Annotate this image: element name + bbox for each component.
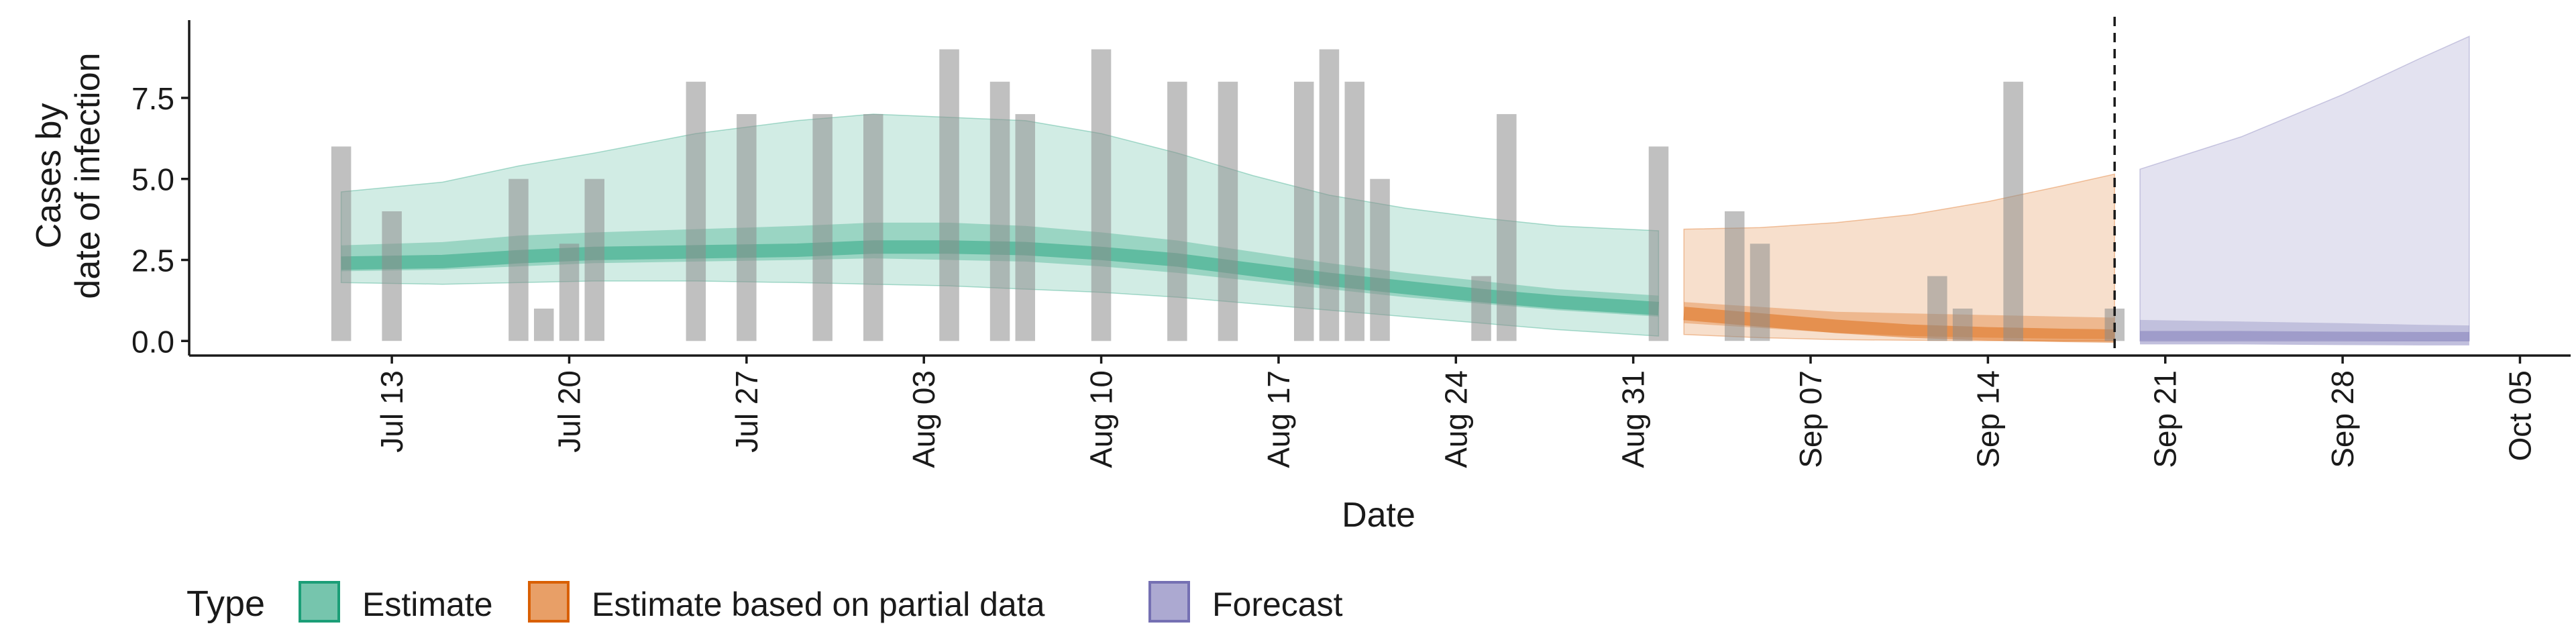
series-1 [1683,173,2115,343]
observed-bar [1497,114,1517,341]
legend-swatch [528,581,570,623]
observed-bar [1725,211,1745,341]
observed-bar [584,178,604,341]
legend-label: Forecast [1212,586,1343,623]
observed-bar [1471,276,1491,341]
y-axis-title-line-1: Cases by [30,103,68,249]
observed-bar [1370,178,1390,341]
x-tick-label: Aug 31 [1616,370,1651,468]
observed-bar [863,114,883,341]
observed-bar [1952,309,1973,341]
y-tick-label: 0.0 [131,324,174,359]
y-axis-ticks: 0.0 2.5 5.0 7.5 [131,81,189,359]
legend: Type Estimate Estimate based on partial d… [186,581,1343,624]
x-tick-label: Jul 27 [729,370,764,453]
y-tick-label: 2.5 [131,243,174,278]
x-tick-label: Aug 10 [1084,370,1119,468]
legend-key-1 [528,581,570,623]
observed-bars [331,49,2125,341]
observed-bar [1015,114,1035,341]
observed-bar [1750,244,1770,341]
band-50-series-0 [341,222,1659,317]
observed-bar [1218,81,1238,341]
observed-bar [1648,146,1669,341]
series-2 [2139,36,2470,345]
x-tick-label: Jul 20 [552,370,587,453]
legend-key-2 [1148,581,1190,623]
y-tick-label: 5.0 [131,162,174,197]
legend-swatch [299,581,340,623]
x-tick-label: Aug 24 [1438,370,1473,468]
observed-bar [989,81,1010,341]
observed-bar [1344,81,1364,341]
observed-bar [508,178,529,341]
observed-bar [1167,81,1187,341]
band-90-series-2 [2139,36,2470,342]
observed-bar [1927,276,1947,341]
x-axis-title: Date [1342,496,1415,535]
x-tick-label: Aug 03 [906,370,941,468]
x-tick-label: Sep 07 [1793,370,1828,468]
observed-bar [1091,49,1112,341]
y-tick-label: 7.5 [131,81,174,116]
x-axis-ticks: Jul 13 Jul 20 Jul 27 Aug 03 Aug 10 Aug 17 Aug … [374,356,2538,468]
x-tick-label: Sep 21 [2148,370,2183,468]
observed-bar [1294,81,1314,341]
x-tick-label: Jul 13 [374,370,409,453]
observed-bar [737,114,757,341]
observed-bar [939,49,959,341]
observed-bar [559,244,580,341]
observed-bar [534,309,554,341]
legend-title: Type [186,584,265,624]
median-series-2 [2140,331,2469,345]
x-tick-label: Sep 28 [2325,370,2360,468]
observed-bar [2003,81,2023,341]
legend-key-0 [299,581,340,623]
observed-bar [1319,49,1340,341]
observed-bar [812,114,833,341]
observed-bar [331,146,352,341]
observed-bar [686,81,706,341]
observed-bar [382,211,402,341]
x-tick-label: Oct 05 [2503,370,2538,462]
band-50-series-2 [2140,319,2469,341]
series-bands [340,36,2470,345]
legend-label: Estimate based on partial data [592,586,1045,623]
legend-label: Estimate [362,586,493,623]
y-axis-title-line-2: date of infection [68,52,107,299]
legend-swatch [1148,581,1190,623]
axes [188,20,2571,357]
x-tick-label: Sep 14 [1970,370,2005,468]
x-tick-label: Aug 17 [1261,370,1296,468]
